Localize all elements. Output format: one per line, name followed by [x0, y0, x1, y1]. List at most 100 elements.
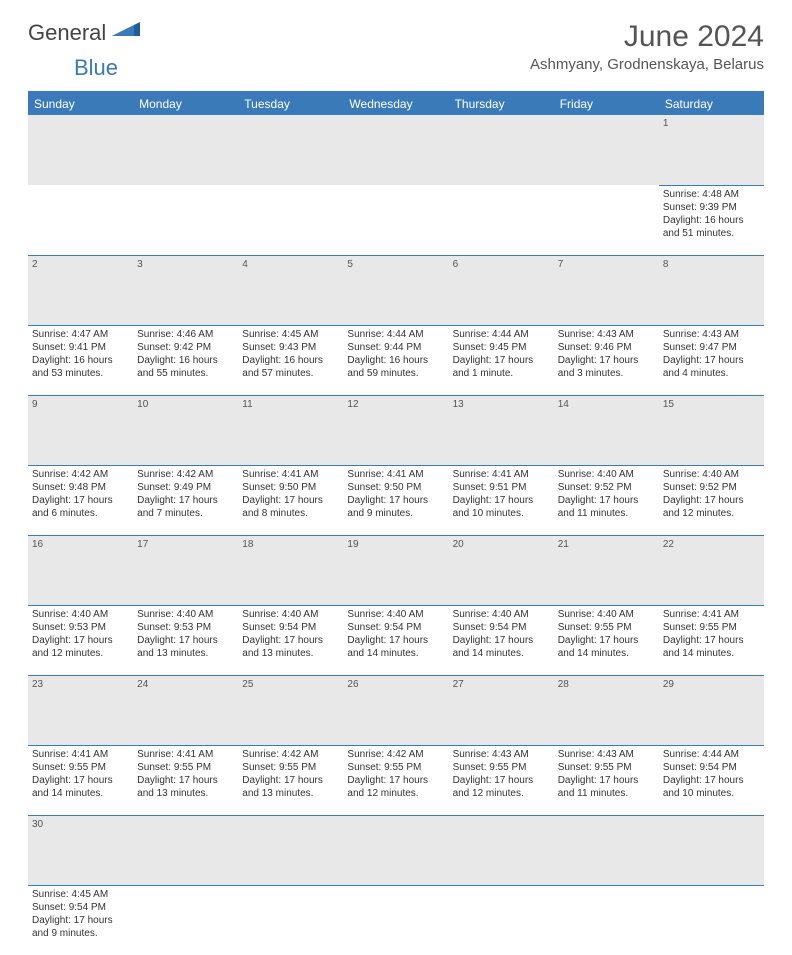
col-sunday: Sunday [28, 92, 133, 115]
day-number: 4 [238, 255, 343, 325]
day-cell: Sunrise: 4:41 AMSunset: 9:55 PMDaylight:… [659, 605, 764, 675]
day-cell: Sunrise: 4:40 AMSunset: 9:54 PMDaylight:… [449, 605, 554, 675]
daylight-text: and 1 minute. [453, 367, 550, 380]
sunrise-text: Sunrise: 4:47 AM [32, 328, 129, 341]
day-cell: Sunrise: 4:42 AMSunset: 9:55 PMDaylight:… [238, 745, 343, 815]
daylight-text: Daylight: 17 hours [453, 494, 550, 507]
day-number: 12 [343, 395, 448, 465]
day-cell: Sunrise: 4:41 AMSunset: 9:50 PMDaylight:… [238, 465, 343, 535]
sunrise-text: Sunrise: 4:40 AM [242, 608, 339, 621]
sunset-text: Sunset: 9:41 PM [32, 341, 129, 354]
daynum-row: 30 [28, 815, 764, 885]
daynum-row: 23242526272829 [28, 675, 764, 745]
sunrise-text: Sunrise: 4:42 AM [347, 748, 444, 761]
day-cell: Sunrise: 4:40 AMSunset: 9:54 PMDaylight:… [238, 605, 343, 675]
calendar-table: Sunday Monday Tuesday Wednesday Thursday… [28, 91, 764, 955]
day-cell: Sunrise: 4:41 AMSunset: 9:50 PMDaylight:… [343, 465, 448, 535]
sunrise-text: Sunrise: 4:46 AM [137, 328, 234, 341]
sunset-text: Sunset: 9:39 PM [663, 201, 760, 214]
day-cell: Sunrise: 4:41 AMSunset: 9:55 PMDaylight:… [28, 745, 133, 815]
daylight-text: Daylight: 17 hours [663, 354, 760, 367]
daylight-text: Daylight: 17 hours [453, 354, 550, 367]
logo-text-blue: Blue [74, 55, 118, 80]
daylight-text: Daylight: 17 hours [558, 354, 655, 367]
day-cell: Sunrise: 4:40 AMSunset: 9:54 PMDaylight:… [343, 605, 448, 675]
day-number [554, 115, 659, 185]
week-row: Sunrise: 4:48 AMSunset: 9:39 PMDaylight:… [28, 185, 764, 255]
col-tuesday: Tuesday [238, 92, 343, 115]
sunset-text: Sunset: 9:46 PM [558, 341, 655, 354]
daylight-text: and 3 minutes. [558, 367, 655, 380]
day-cell: Sunrise: 4:41 AMSunset: 9:55 PMDaylight:… [133, 745, 238, 815]
sunrise-text: Sunrise: 4:41 AM [347, 468, 444, 481]
sunset-text: Sunset: 9:55 PM [558, 621, 655, 634]
daynum-row: 9101112131415 [28, 395, 764, 465]
daynum-row: 16171819202122 [28, 535, 764, 605]
sunset-text: Sunset: 9:43 PM [242, 341, 339, 354]
day-cell [554, 885, 659, 955]
week-row: Sunrise: 4:45 AMSunset: 9:54 PMDaylight:… [28, 885, 764, 955]
week-row: Sunrise: 4:47 AMSunset: 9:41 PM Daylight:… [28, 325, 764, 395]
day-number [659, 815, 764, 885]
day-cell [238, 885, 343, 955]
day-number: 23 [28, 675, 133, 745]
day-number: 24 [133, 675, 238, 745]
sunrise-text: Sunrise: 4:40 AM [558, 468, 655, 481]
daylight-text: Daylight: 16 hours [663, 214, 760, 227]
sunrise-text: Sunrise: 4:41 AM [663, 608, 760, 621]
day-number: 13 [449, 395, 554, 465]
day-number: 30 [28, 815, 133, 885]
day-number: 6 [449, 255, 554, 325]
day-cell [133, 885, 238, 955]
day-cell: Sunrise: 4:40 AMSunset: 9:53 PMDaylight:… [28, 605, 133, 675]
daylight-text: Daylight: 17 hours [453, 774, 550, 787]
daylight-text: and 10 minutes. [663, 787, 760, 800]
daylight-text: Daylight: 17 hours [32, 634, 129, 647]
daynum-row: 1 [28, 115, 764, 185]
sunset-text: Sunset: 9:53 PM [32, 621, 129, 634]
day-number: 3 [133, 255, 238, 325]
day-number [449, 815, 554, 885]
sunrise-text: Sunrise: 4:42 AM [32, 468, 129, 481]
day-number: 9 [28, 395, 133, 465]
sunrise-text: Sunrise: 4:43 AM [453, 748, 550, 761]
col-thursday: Thursday [449, 92, 554, 115]
day-number [28, 115, 133, 185]
day-number [343, 115, 448, 185]
day-cell: Sunrise: 4:43 AMSunset: 9:47 PMDaylight:… [659, 325, 764, 395]
day-number: 7 [554, 255, 659, 325]
day-cell: Sunrise: 4:43 AMSunset: 9:46 PMDaylight:… [554, 325, 659, 395]
daylight-text: Daylight: 17 hours [347, 494, 444, 507]
daynum-row: 2345678 [28, 255, 764, 325]
day-cell [28, 185, 133, 255]
sunrise-text: Sunrise: 4:43 AM [663, 328, 760, 341]
sunset-text: Sunset: 9:44 PM [347, 341, 444, 354]
title-block: June 2024 Ashmyany, Grodnenskaya, Belaru… [530, 20, 764, 73]
day-number: 18 [238, 535, 343, 605]
sunset-text: Sunset: 9:55 PM [663, 621, 760, 634]
day-number: 26 [343, 675, 448, 745]
day-cell: Sunrise: 4:46 AMSunset: 9:42 PMDaylight:… [133, 325, 238, 395]
day-cell: Sunrise: 4:44 AMSunset: 9:44 PMDaylight:… [343, 325, 448, 395]
day-cell [133, 185, 238, 255]
daylight-text: and 12 minutes. [453, 787, 550, 800]
sunrise-text: Sunrise: 4:42 AM [137, 468, 234, 481]
daylight-text: Daylight: 17 hours [558, 774, 655, 787]
sunset-text: Sunset: 9:47 PM [663, 341, 760, 354]
daylight-text: and 53 minutes. [32, 367, 129, 380]
daylight-text: and 11 minutes. [558, 787, 655, 800]
daylight-text: and 12 minutes. [663, 507, 760, 520]
day-cell: Sunrise: 4:47 AMSunset: 9:41 PMDaylight:… [28, 325, 133, 395]
day-cell [659, 885, 764, 955]
day-number: 11 [238, 395, 343, 465]
day-number: 14 [554, 395, 659, 465]
daylight-text: and 57 minutes. [242, 367, 339, 380]
daylight-text: and 59 minutes. [347, 367, 444, 380]
daylight-text: and 12 minutes. [347, 787, 444, 800]
day-cell: Sunrise: 4:45 AMSunset: 9:43 PMDaylight:… [238, 325, 343, 395]
day-number [343, 815, 448, 885]
daylight-text: Daylight: 17 hours [347, 774, 444, 787]
day-number [554, 815, 659, 885]
day-cell: Sunrise: 4:42 AMSunset: 9:55 PMDaylight:… [343, 745, 448, 815]
flag-icon [112, 22, 140, 45]
